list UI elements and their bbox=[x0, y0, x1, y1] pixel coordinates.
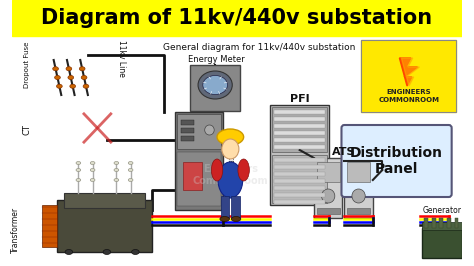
Ellipse shape bbox=[103, 250, 110, 255]
Bar bbox=[181, 120, 194, 125]
Text: Engineers
Commonroom: Engineers Commonroom bbox=[192, 164, 268, 186]
Text: Generator: Generator bbox=[423, 206, 462, 215]
Text: Distribution
Panel: Distribution Panel bbox=[350, 146, 443, 176]
Ellipse shape bbox=[203, 76, 228, 94]
Ellipse shape bbox=[53, 67, 58, 71]
Ellipse shape bbox=[114, 178, 119, 181]
Bar bbox=[64, 193, 145, 208]
Bar bbox=[432, 218, 436, 228]
Bar bbox=[274, 138, 325, 142]
Bar bbox=[274, 145, 325, 149]
FancyBboxPatch shape bbox=[341, 125, 452, 197]
Bar bbox=[274, 131, 325, 135]
Ellipse shape bbox=[76, 178, 81, 181]
Ellipse shape bbox=[222, 139, 239, 159]
Ellipse shape bbox=[114, 168, 119, 172]
Ellipse shape bbox=[220, 217, 229, 222]
Bar bbox=[344, 158, 373, 218]
Text: ATS: ATS bbox=[332, 147, 355, 157]
Ellipse shape bbox=[81, 76, 87, 80]
Ellipse shape bbox=[90, 161, 95, 164]
Ellipse shape bbox=[128, 161, 133, 164]
Bar bbox=[317, 162, 339, 182]
Ellipse shape bbox=[231, 217, 241, 222]
Text: Transformer: Transformer bbox=[11, 207, 20, 253]
Bar bbox=[422, 228, 462, 258]
Ellipse shape bbox=[238, 159, 249, 181]
Ellipse shape bbox=[68, 76, 73, 80]
Ellipse shape bbox=[352, 189, 365, 203]
Bar bbox=[274, 200, 325, 204]
Polygon shape bbox=[401, 58, 419, 86]
Ellipse shape bbox=[114, 161, 119, 164]
Ellipse shape bbox=[217, 129, 244, 145]
Bar bbox=[175, 112, 223, 210]
Ellipse shape bbox=[132, 250, 139, 255]
Ellipse shape bbox=[66, 67, 72, 71]
Bar bbox=[362, 40, 456, 112]
Bar bbox=[317, 208, 339, 214]
Bar bbox=[274, 110, 325, 114]
Bar bbox=[362, 40, 456, 112]
Text: Dropout Fuse: Dropout Fuse bbox=[24, 42, 30, 88]
Bar bbox=[272, 155, 327, 203]
Bar bbox=[191, 65, 240, 111]
Ellipse shape bbox=[218, 162, 243, 198]
Bar bbox=[424, 218, 428, 228]
Bar bbox=[347, 208, 370, 214]
Text: PFI: PFI bbox=[290, 94, 310, 104]
Bar bbox=[183, 162, 202, 190]
Ellipse shape bbox=[211, 159, 223, 181]
Ellipse shape bbox=[56, 84, 62, 88]
Ellipse shape bbox=[90, 178, 95, 181]
Bar bbox=[422, 222, 462, 230]
Bar bbox=[42, 205, 57, 247]
Ellipse shape bbox=[90, 168, 95, 172]
Bar bbox=[181, 136, 194, 141]
Bar bbox=[274, 179, 325, 183]
Bar bbox=[274, 124, 325, 128]
Bar bbox=[455, 218, 458, 228]
Bar bbox=[270, 105, 329, 205]
Bar bbox=[274, 165, 325, 169]
Bar bbox=[274, 186, 325, 190]
Bar bbox=[181, 128, 194, 133]
Ellipse shape bbox=[76, 161, 81, 164]
Bar bbox=[177, 152, 221, 206]
Ellipse shape bbox=[198, 71, 232, 99]
Bar bbox=[274, 172, 325, 176]
Ellipse shape bbox=[76, 168, 81, 172]
Bar bbox=[221, 196, 229, 218]
Bar bbox=[347, 162, 370, 182]
Text: Diagram of 11kv/440v substation: Diagram of 11kv/440v substation bbox=[41, 8, 433, 28]
Ellipse shape bbox=[83, 84, 89, 88]
Ellipse shape bbox=[128, 178, 133, 181]
Text: 11kv Line: 11kv Line bbox=[117, 40, 126, 76]
Text: COMMONROOM: COMMONROOM bbox=[378, 97, 439, 103]
Text: ENGINEERS: ENGINEERS bbox=[387, 89, 431, 95]
Bar bbox=[447, 218, 451, 228]
Bar bbox=[439, 218, 443, 228]
Bar bbox=[12, 0, 462, 36]
Ellipse shape bbox=[128, 168, 133, 172]
Text: General diagram for 11kv/440v substation: General diagram for 11kv/440v substation bbox=[163, 44, 355, 52]
Polygon shape bbox=[400, 58, 418, 86]
Bar bbox=[274, 193, 325, 197]
Ellipse shape bbox=[205, 125, 214, 135]
Text: CT: CT bbox=[23, 124, 32, 135]
Bar bbox=[274, 158, 325, 162]
Text: Energy Meter: Energy Meter bbox=[188, 56, 245, 64]
Bar bbox=[177, 114, 221, 149]
Ellipse shape bbox=[55, 76, 60, 80]
Bar bbox=[231, 196, 240, 218]
Bar bbox=[272, 107, 327, 152]
Bar bbox=[314, 158, 342, 218]
Text: HT VCB Panel: HT VCB Panel bbox=[227, 138, 233, 185]
Ellipse shape bbox=[65, 250, 73, 255]
Ellipse shape bbox=[70, 84, 75, 88]
Bar bbox=[57, 200, 153, 252]
Ellipse shape bbox=[79, 67, 85, 71]
Bar bbox=[274, 117, 325, 121]
Ellipse shape bbox=[321, 189, 335, 203]
